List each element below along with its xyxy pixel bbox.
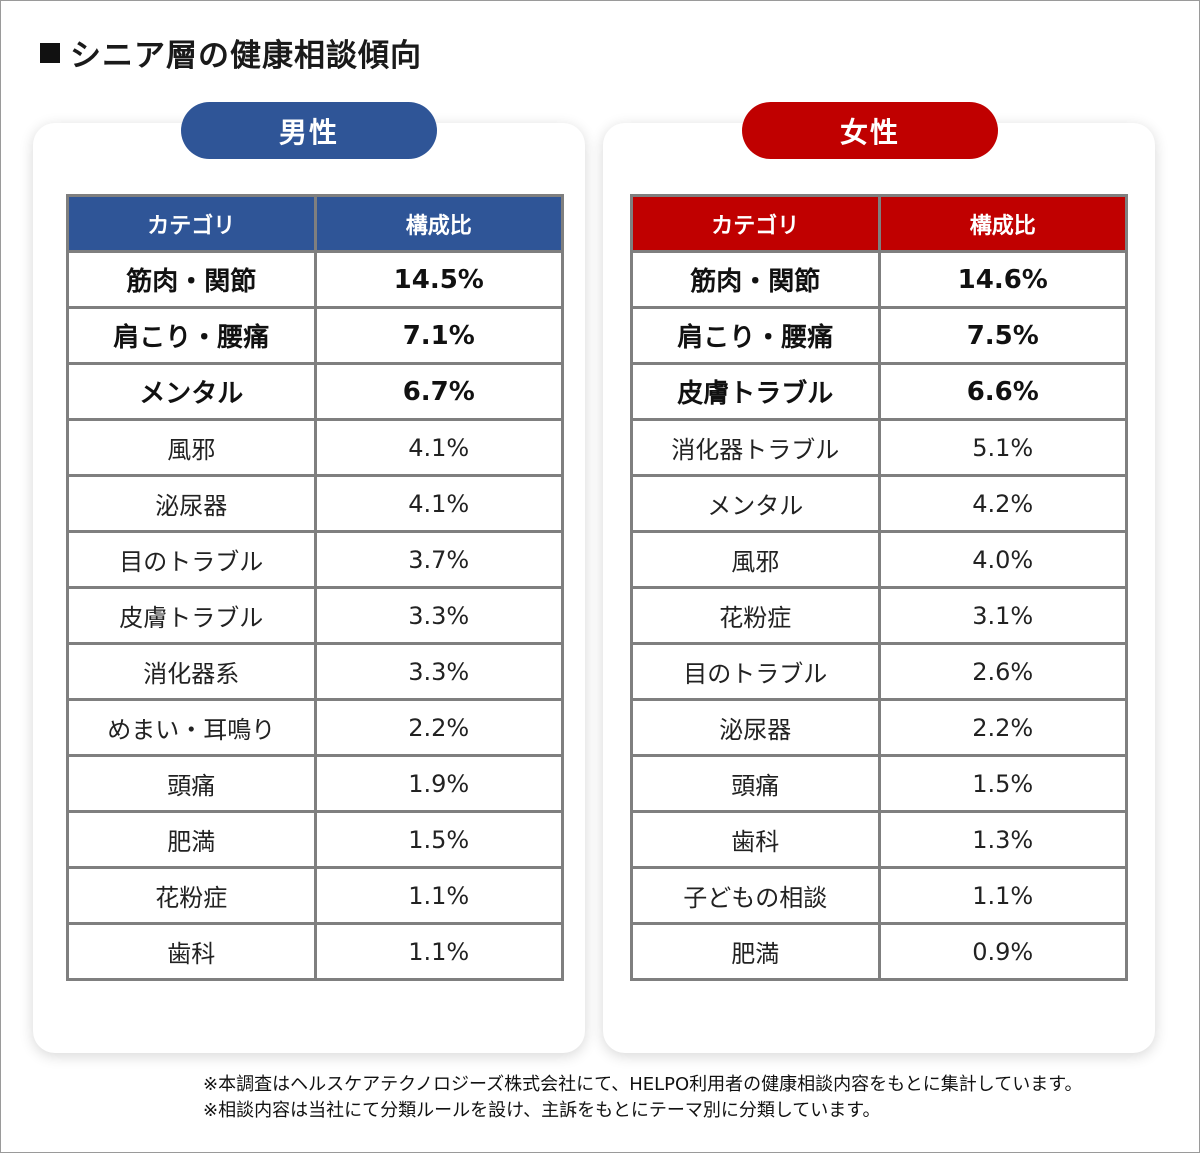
ratio-cell: 3.1% [877,586,1128,645]
ratio-cell: 1.1% [877,866,1128,925]
ratio-cell: 14.6% [877,250,1128,309]
category-cell: 頭痛 [630,754,881,813]
ratio-cell: 6.7% [313,362,564,421]
category-cell: 肩こり・腰痛 [630,306,881,365]
female-label: 女性 [742,102,998,159]
footnote: ※本調査はヘルスケアテクノロジーズ株式会社にて、HELPO利用者の健康相談内容を… [203,1074,1083,1095]
female-table: カテゴリ 構成比 筋肉・関節 14.6% 肩こり・腰痛 7.5% 皮膚トラブル 6.6% 消… [630,194,1128,981]
ratio-cell: 1.5% [313,810,564,869]
table-row: 皮膚トラブル 3.3% [66,586,564,645]
table-row: 肥満 1.5% [66,810,564,869]
ratio-cell: 4.0% [877,530,1128,589]
category-cell: 花粉症 [66,866,317,925]
category-header: カテゴリ [66,194,317,253]
table-row: メンタル 6.7% [66,362,564,421]
table-row: 頭痛 1.9% [66,754,564,813]
table-row: 筋肉・関節 14.5% [66,250,564,309]
category-cell: 消化器トラブル [630,418,881,477]
table-row: 肥満 0.9% [630,922,1128,981]
table-row: メンタル 4.2% [630,474,1128,533]
ratio-cell: 7.5% [877,306,1128,365]
footnotes: ※本調査はヘルスケアテクノロジーズ株式会社にて、HELPO利用者の健康相談内容を… [203,1072,1082,1124]
table-row: 頭痛 1.5% [630,754,1128,813]
category-cell: 肥満 [630,922,881,981]
table-row: 肩こり・腰痛 7.5% [630,306,1128,365]
category-cell: 目のトラブル [66,530,317,589]
ratio-cell: 6.6% [877,362,1128,421]
category-cell: 花粉症 [630,586,881,645]
male-table: カテゴリ 構成比 筋肉・関節 14.5% 肩こり・腰痛 7.1% メンタル 6.7% 風邪 4… [66,194,564,981]
ratio-cell: 4.2% [877,474,1128,533]
female-table-header: カテゴリ 構成比 [630,194,1128,253]
table-row: 花粉症 3.1% [630,586,1128,645]
ratio-cell: 1.1% [313,866,564,925]
ratio-header: 構成比 [313,194,564,253]
category-cell: 皮膚トラブル [630,362,881,421]
square-bullet-icon [40,42,60,63]
ratio-cell: 2.2% [313,698,564,757]
category-cell: 消化器系 [66,642,317,701]
table-row: 目のトラブル 3.7% [66,530,564,589]
ratio-cell: 1.9% [313,754,564,813]
category-cell: 子どもの相談 [630,866,881,925]
category-header: カテゴリ [630,194,881,253]
table-row: 風邪 4.1% [66,418,564,477]
ratio-cell: 1.1% [313,922,564,981]
ratio-cell: 14.5% [313,250,564,309]
category-cell: 泌尿器 [630,698,881,757]
table-row: 肩こり・腰痛 7.1% [66,306,564,365]
table-row: 花粉症 1.1% [66,866,564,925]
ratio-cell: 3.3% [313,642,564,701]
ratio-cell: 4.1% [313,474,564,533]
ratio-cell: 5.1% [877,418,1128,477]
table-row: 子どもの相談 1.1% [630,866,1128,925]
table-row: 消化器トラブル 5.1% [630,418,1128,477]
ratio-cell: 2.6% [877,642,1128,701]
page-title-text: シニア層の健康相談傾向 [70,38,422,74]
table-row: めまい・耳鳴り 2.2% [66,698,564,757]
table-row: 泌尿器 2.2% [630,698,1128,757]
page-title: シニア層の健康相談傾向 [40,30,422,75]
table-row: 風邪 4.0% [630,530,1128,589]
footnote: ※相談内容は当社にて分類ルールを設け、主訴をもとにテーマ別に分類しています。 [203,1100,881,1121]
table-row: 歯科 1.3% [630,810,1128,869]
table-row: 消化器系 3.3% [66,642,564,701]
category-cell: メンタル [66,362,317,421]
ratio-cell: 1.3% [877,810,1128,869]
category-cell: 目のトラブル [630,642,881,701]
category-cell: めまい・耳鳴り [66,698,317,757]
ratio-cell: 4.1% [313,418,564,477]
male-label: 男性 [181,102,437,159]
table-row: 歯科 1.1% [66,922,564,981]
category-cell: 歯科 [66,922,317,981]
male-table-header: カテゴリ 構成比 [66,194,564,253]
ratio-header: 構成比 [877,194,1128,253]
ratio-cell: 2.2% [877,698,1128,757]
table-row: 目のトラブル 2.6% [630,642,1128,701]
ratio-cell: 3.3% [313,586,564,645]
ratio-cell: 0.9% [877,922,1128,981]
category-cell: 肥満 [66,810,317,869]
category-cell: 頭痛 [66,754,317,813]
table-row: 皮膚トラブル 6.6% [630,362,1128,421]
category-cell: 歯科 [630,810,881,869]
category-cell: 肩こり・腰痛 [66,306,317,365]
table-row: 泌尿器 4.1% [66,474,564,533]
category-cell: 風邪 [66,418,317,477]
ratio-cell: 1.5% [877,754,1128,813]
category-cell: メンタル [630,474,881,533]
category-cell: 泌尿器 [66,474,317,533]
category-cell: 筋肉・関節 [66,250,317,309]
ratio-cell: 7.1% [313,306,564,365]
category-cell: 筋肉・関節 [630,250,881,309]
category-cell: 皮膚トラブル [66,586,317,645]
table-row: 筋肉・関節 14.6% [630,250,1128,309]
category-cell: 風邪 [630,530,881,589]
ratio-cell: 3.7% [313,530,564,589]
